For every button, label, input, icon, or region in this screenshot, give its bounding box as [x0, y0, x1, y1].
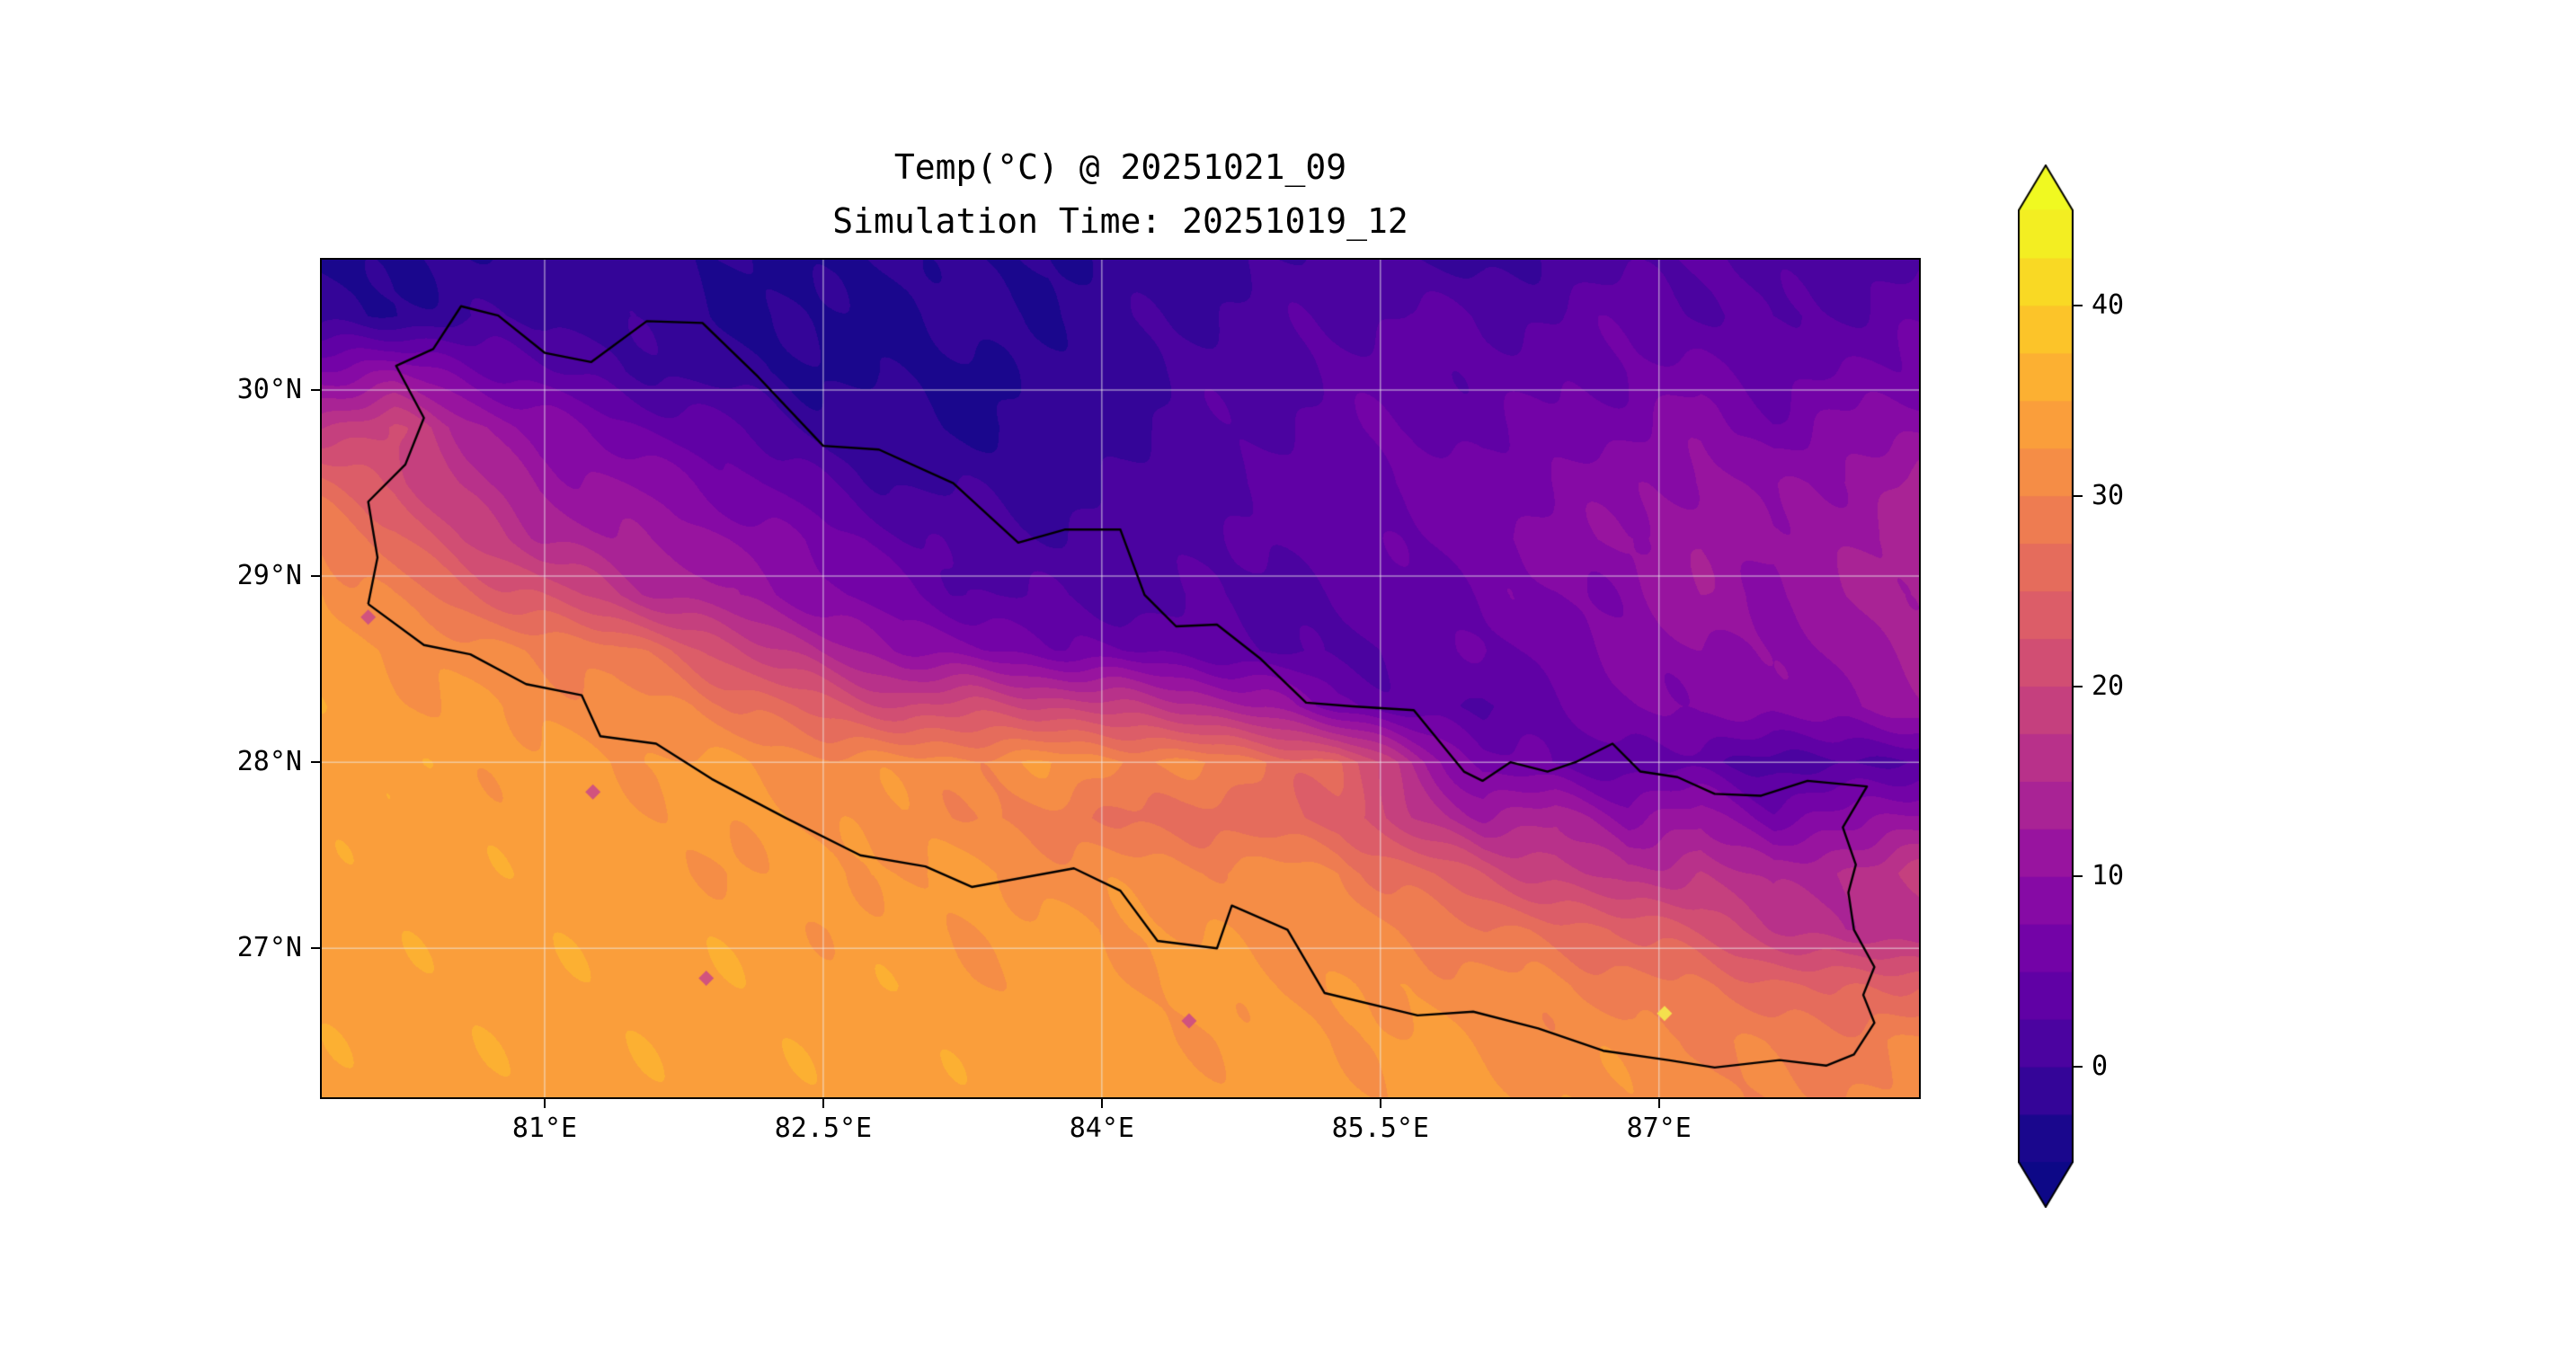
x-tick-mark: [543, 1099, 546, 1108]
x-tick-mark: [1100, 1099, 1103, 1108]
x-tick-label: 81°E: [511, 1113, 578, 1144]
y-tick-label: 28°N: [236, 746, 302, 778]
temperature-field-canvas: [322, 260, 1919, 1097]
colorbar-tick-label: 0: [2092, 1051, 2109, 1083]
colorbar-tick-label: 40: [2092, 288, 2125, 321]
x-tick-mark: [822, 1099, 824, 1108]
y-tick-mark: [311, 761, 320, 764]
y-tick-mark: [311, 947, 320, 950]
y-tick-mark: [311, 575, 320, 578]
colorbar-canvas: [2018, 164, 2074, 1208]
y-tick-label: 27°N: [236, 932, 302, 964]
colorbar-tick-label: 30: [2092, 479, 2125, 511]
colorbar-tick-label: 10: [2092, 860, 2125, 892]
y-tick-mark: [311, 388, 320, 391]
colorbar-tick-label: 20: [2092, 670, 2125, 702]
plot-title: Temp(°C) @ 20251021_09: [893, 147, 1347, 187]
colorbar-tick-mark: [2074, 494, 2083, 497]
x-tick-label: 85.5°E: [1331, 1113, 1429, 1144]
x-tick-mark: [1657, 1099, 1660, 1108]
colorbar-tick-mark: [2074, 875, 2083, 878]
x-tick-label: 82.5°E: [774, 1113, 873, 1144]
plot-subtitle: Simulation Time: 20251019_12: [832, 201, 1408, 241]
y-tick-label: 30°N: [236, 373, 302, 405]
title-block: Temp(°C) @ 20251021_09 Simulation Time: …: [320, 140, 1921, 248]
colorbar-tick-mark: [2074, 685, 2083, 687]
x-tick-label: 87°E: [1626, 1113, 1692, 1144]
colorbar-tick-mark: [2074, 1066, 2083, 1069]
x-tick-mark: [1379, 1099, 1381, 1108]
x-tick-label: 84°E: [1069, 1113, 1134, 1144]
colorbar-tick-mark: [2074, 304, 2083, 306]
map-plot-area: [320, 258, 1921, 1099]
y-tick-label: 29°N: [236, 560, 302, 592]
